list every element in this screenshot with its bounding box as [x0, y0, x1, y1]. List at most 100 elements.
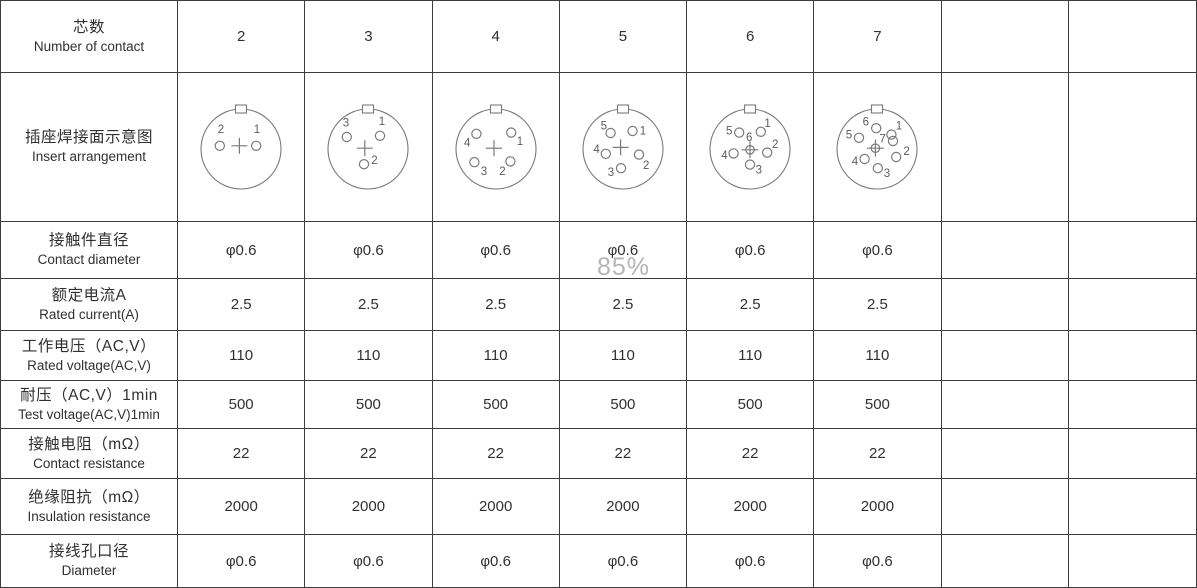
- test-voltage-ac-v-1min-col6: 500: [814, 381, 942, 429]
- test-voltage-ac-v-1min-col3-value: 500: [483, 396, 509, 413]
- rated-current-a-col3: 2.5: [432, 279, 560, 331]
- diameter-col8: [1069, 535, 1196, 587]
- insulation-resistance-col1-value: 2000: [224, 498, 258, 515]
- row-header-insulation-resistance: 绝缘阻抗（mΩ） Insulation resistance: [1, 479, 178, 535]
- rated-current-a-col4: 2.5: [559, 279, 687, 331]
- row-header-rated-voltage-ac-v-en: Rated voltage(AC,V): [27, 357, 151, 373]
- insulation-resistance-col3: 2000: [432, 479, 560, 535]
- contact-resistance-col4: 22: [559, 429, 687, 479]
- pin-label: 5: [600, 121, 606, 133]
- rated-voltage-ac-v-col8: [1068, 331, 1196, 381]
- insert-arrangement-diagram-6pin: 5 1 6 4 2 3: [709, 104, 791, 190]
- pin-label: 2: [772, 139, 778, 151]
- diameter-col6-value: φ0.6: [862, 552, 893, 570]
- pin-label: 4: [464, 137, 471, 149]
- insulation-resistance-col5: 2000: [687, 479, 815, 535]
- row-header-rated-current-a-zh: 额定电流A: [51, 286, 127, 304]
- insulation-resistance-col6-value: 2000: [860, 498, 895, 515]
- test-voltage-ac-v-1min-col5-value: 500: [737, 396, 763, 413]
- test-voltage-ac-v-1min-col2-value: 500: [355, 396, 381, 413]
- rated-current-a-col3-value: 2.5: [485, 296, 507, 313]
- contact-diameter-col4-value: φ0.6: [607, 241, 639, 259]
- pin-label: 6: [863, 117, 869, 129]
- test-voltage-ac-v-1min-col6-value: 500: [864, 396, 890, 413]
- insert-arrangement-cell-col8: [1068, 73, 1196, 222]
- test-voltage-ac-v-1min-col1-value: 500: [228, 396, 254, 413]
- pin-label: 5: [726, 125, 732, 137]
- insert-arrangement-cell-col5: 5 1 6 4 2 3: [687, 73, 815, 222]
- test-voltage-ac-v-1min-col4-value: 500: [610, 396, 636, 413]
- contact-count-col3-value: 4: [491, 28, 500, 45]
- rated-voltage-ac-v-col6-value: 110: [865, 347, 890, 364]
- diameter-col3: φ0.6: [433, 535, 560, 587]
- row-header-insulation-resistance-zh: 绝缘阻抗（mΩ）: [28, 488, 150, 506]
- pin-label: 1: [765, 118, 771, 130]
- pin-label: 1: [379, 116, 385, 128]
- insulation-resistance-col8: [1068, 479, 1196, 535]
- contact-resistance-col3-value: 22: [487, 445, 504, 462]
- diameter-col1-value: φ0.6: [225, 552, 257, 570]
- contact-resistance-col2-value: 22: [360, 445, 377, 462]
- row-header-insert-arrangement-zh: 插座焊接面示意图: [24, 129, 153, 147]
- row-header-contact-resistance: 接触电阻（mΩ） Contact resistance: [1, 429, 178, 479]
- contact-diameter-col5: φ0.6: [687, 222, 815, 279]
- contact-count-col4-value: 5: [618, 28, 628, 45]
- contact-diameter-col7: [941, 222, 1069, 279]
- insulation-resistance-col2: 2000: [305, 479, 433, 535]
- diameter-col6: φ0.6: [814, 535, 942, 587]
- contact-diameter-col8: [1068, 222, 1196, 279]
- contact-resistance-col6: 22: [814, 429, 942, 479]
- rated-voltage-ac-v-col4-value: 110: [610, 347, 635, 364]
- insert-arrangement-cell-col4: 5 1 4 2 3: [559, 73, 687, 222]
- contact-count-col2-value: 3: [364, 28, 373, 45]
- row-header-contact-diameter-en: Contact diameter: [37, 252, 141, 268]
- contact-count-col3: 4: [432, 1, 560, 73]
- test-voltage-ac-v-1min-col7: [941, 381, 1069, 429]
- pin-label: 3: [756, 165, 762, 177]
- pin-label: 2: [218, 124, 224, 136]
- insulation-resistance-col1: 2000: [178, 479, 306, 535]
- pin-label: 2: [643, 160, 649, 172]
- rated-voltage-ac-v-col4: 110: [559, 331, 687, 381]
- row-header-rated-current-a-en: Rated current(A): [39, 306, 139, 322]
- pin-label: 6: [746, 132, 752, 144]
- pin-label: 4: [593, 144, 600, 156]
- row-header-contact-resistance-en: Contact resistance: [33, 455, 145, 471]
- diameter-col1: φ0.6: [178, 535, 306, 587]
- insert-arrangement-cell-col3: 4 1 3 2: [432, 73, 560, 222]
- contact-diameter-col1: φ0.6: [178, 222, 306, 279]
- pin-label: 3: [884, 168, 890, 180]
- contact-resistance-col5: 22: [687, 429, 815, 479]
- insulation-resistance-col7: [941, 479, 1069, 535]
- rated-current-a-col5-value: 2.5: [739, 296, 761, 313]
- contact-diameter-col2-value: φ0.6: [353, 241, 384, 259]
- insert-arrangement-diagram-4pin: 4 1 3 2: [455, 104, 537, 190]
- insulation-resistance-col4: 2000: [559, 479, 687, 535]
- insulation-resistance-col3-value: 2000: [478, 498, 513, 515]
- row-header-number-of-contact-zh: 芯数: [72, 18, 105, 36]
- row-header-number-of-contact: 芯数 Number of contact: [1, 1, 178, 73]
- rated-current-a-col8: [1068, 279, 1196, 331]
- contact-diameter-col5-value: φ0.6: [734, 241, 766, 259]
- rated-voltage-ac-v-col3-value: 110: [483, 347, 508, 364]
- row-header-insert-arrangement: 插座焊接面示意图 Insert arrangement: [1, 73, 178, 222]
- contact-diameter-col3: φ0.6: [432, 222, 560, 279]
- contact-count-col7: [941, 1, 1069, 73]
- diameter-col5-value: φ0.6: [734, 552, 766, 570]
- rated-current-a-col7: [941, 279, 1069, 331]
- contact-count-col6-value: 7: [873, 28, 882, 45]
- row-header-diameter: 接线孔口径 Diameter: [1, 535, 178, 587]
- row-header-rated-voltage-ac-v: 工作电压（AC,V） Rated voltage(AC,V): [1, 331, 178, 381]
- pin-label: 1: [896, 121, 902, 133]
- diameter-col2: φ0.6: [305, 535, 433, 587]
- rated-current-a-col1: 2.5: [178, 279, 306, 331]
- row-header-diameter-zh: 接线孔口径: [48, 543, 129, 561]
- contact-diameter-col6-value: φ0.6: [862, 241, 893, 259]
- rated-current-a-col2-value: 2.5: [357, 296, 379, 313]
- rated-current-a-col2: 2.5: [305, 279, 433, 331]
- pin-label: 3: [343, 117, 349, 129]
